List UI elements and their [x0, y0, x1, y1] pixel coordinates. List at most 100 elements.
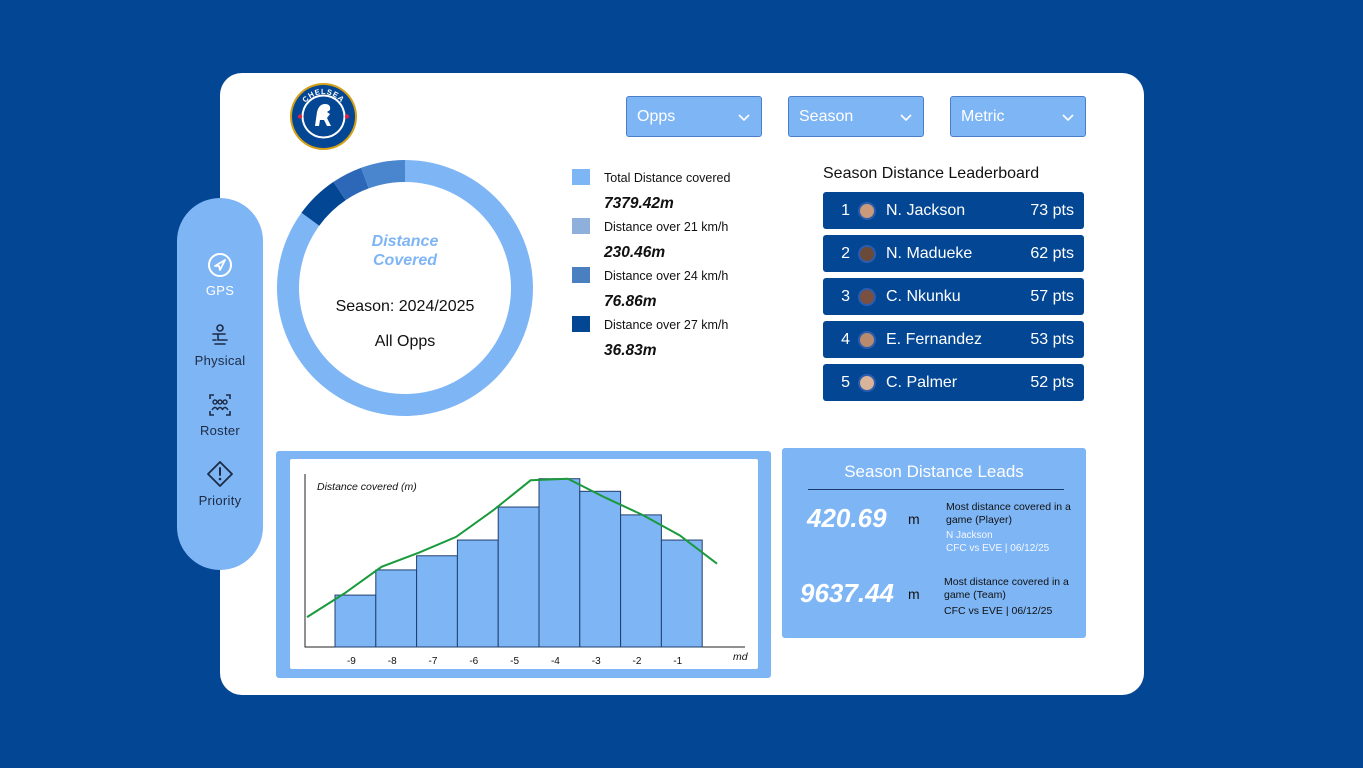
- leaderboard-row[interactable]: 2 N. Madueke 62 pts: [823, 235, 1084, 272]
- chart-x-tick-label: -7: [429, 656, 438, 667]
- player-lead-unit: m: [908, 511, 920, 527]
- chelsea-crest-logo: CHELSEA: [290, 83, 357, 150]
- player-lead-name: N Jackson: [946, 530, 993, 541]
- chart-bar: [334, 594, 377, 648]
- nav-item-physical[interactable]: Physical: [177, 322, 263, 368]
- donut-segment-21kmh: [361, 160, 405, 189]
- leaderboard-points: 52 pts: [1030, 373, 1074, 391]
- distance-donut-chart: [277, 160, 533, 416]
- chart-x-tick-label: -1: [673, 656, 682, 667]
- legend-swatch: [572, 267, 590, 283]
- legend-label: Distance over 27 km/h: [604, 318, 729, 332]
- donut-segment-27kmh: [301, 181, 346, 226]
- nav-label-gps: GPS: [205, 283, 235, 298]
- player-avatar: [858, 244, 876, 263]
- chart-x-tick-label: -6: [469, 656, 478, 667]
- physical-icon: [212, 324, 228, 345]
- leaderboard-rank: 1: [841, 201, 850, 219]
- leaderboard-rank: 4: [841, 330, 850, 348]
- leaderboard-row[interactable]: 4 E. Fernandez 53 pts: [823, 321, 1084, 358]
- chevron-down-icon: [900, 113, 912, 121]
- chart-bar: [375, 569, 418, 648]
- chart-x-tick-label: -2: [633, 656, 642, 667]
- player-avatar: [858, 201, 876, 220]
- season-dropdown-label: Season: [799, 107, 854, 125]
- player-lead-match: CFC vs EVE | 06/12/25: [946, 543, 1050, 554]
- chart-bar: [579, 490, 622, 648]
- leaderboard-row[interactable]: 1 N. Jackson 73 pts: [823, 192, 1084, 229]
- chart-x-tick-label: -4: [551, 656, 560, 667]
- chart-x-tick-label: -3: [592, 656, 601, 667]
- leaderboard-title: Season Distance Leaderboard: [823, 165, 1040, 182]
- sidebar-nav: GPS Physical Roster Priority: [177, 198, 263, 570]
- leaderboard-rank: 2: [841, 244, 850, 262]
- legend-swatch: [572, 218, 590, 234]
- chevron-down-icon: [738, 113, 750, 121]
- leaderboard-player-name: C. Palmer: [886, 373, 958, 391]
- legend-label: Distance over 24 km/h: [604, 269, 729, 283]
- nav-item-priority[interactable]: Priority: [177, 460, 263, 508]
- chart-bar: [456, 539, 499, 648]
- season-distance-leads-panel: Season Distance Leads 420.69 m Most dist…: [782, 448, 1086, 638]
- donut-season-label: Season: 2024/2025: [335, 298, 475, 315]
- player-lead-description: Most distance covered in a game (Player): [946, 501, 1071, 526]
- chart-x-tick-label: -5: [510, 656, 519, 667]
- leads-title: Season Distance Leads: [844, 462, 1024, 481]
- player-avatar: [858, 287, 876, 306]
- roster-icon: [209, 394, 231, 416]
- legend-value: 230.46m: [604, 244, 666, 261]
- leaderboard-player-name: C. Nkunku: [886, 287, 961, 305]
- legend-label: Distance over 21 km/h: [604, 220, 729, 234]
- team-lead-value: 9637.44: [800, 578, 894, 608]
- chart-x-axis-label: md: [733, 651, 749, 663]
- team-lead-unit: m: [908, 586, 920, 602]
- leaderboard-player-name: N. Jackson: [886, 201, 966, 219]
- legend-value: 36.83m: [604, 342, 657, 359]
- player-avatar: [858, 373, 876, 392]
- leaderboard-row[interactable]: 5 C. Palmer 52 pts: [823, 364, 1084, 401]
- team-lead-description: Most distance covered in a game (Team): [944, 576, 1069, 601]
- donut-center-text: Distance Covered Season: 2024/2025 All O…: [300, 232, 510, 351]
- chart-bar: [416, 555, 458, 648]
- chart-bar: [497, 506, 540, 648]
- chart-trend-line: [306, 477, 718, 618]
- leaderboard-rank: 5: [841, 373, 850, 391]
- chevron-down-icon: [1062, 113, 1074, 121]
- nav-label-priority: Priority: [198, 493, 242, 508]
- leaderboard-points: 62 pts: [1030, 244, 1074, 262]
- legend-swatch: [572, 169, 590, 185]
- priority-icon: [207, 461, 233, 487]
- chart-x-tick-label: -8: [388, 656, 397, 667]
- chart-y-axis-label: Distance covered (m): [317, 481, 417, 493]
- chart-bar: [620, 514, 662, 648]
- opps-dropdown[interactable]: Opps: [626, 96, 762, 137]
- legend-value: 7379.42m: [604, 195, 674, 212]
- leaderboard-player-name: N. Madueke: [886, 244, 973, 262]
- nav-label-physical: Physical: [194, 353, 246, 368]
- navigation-icon: [208, 253, 232, 277]
- player-avatar: [858, 330, 876, 349]
- legend-swatch: [572, 316, 590, 332]
- donut-title-line2: Covered: [372, 252, 438, 269]
- leaderboard-points: 57 pts: [1030, 287, 1074, 305]
- leaderboard-points: 53 pts: [1030, 330, 1074, 348]
- nav-item-gps[interactable]: GPS: [177, 252, 263, 298]
- leaderboard-row[interactable]: 3 C. Nkunku 57 pts: [823, 278, 1084, 315]
- leaderboard-rank: 3: [841, 287, 850, 305]
- team-lead-match: CFC vs EVE | 06/12/25: [944, 605, 1053, 617]
- donut-opps-label: All Opps: [374, 333, 436, 350]
- chart-bar: [660, 539, 703, 648]
- chart-bar: [538, 478, 581, 648]
- metric-dropdown[interactable]: Metric: [950, 96, 1086, 137]
- metric-dropdown-label: Metric: [961, 107, 1005, 125]
- donut-title-line1: Distance: [371, 233, 439, 250]
- legend-value: 76.86m: [604, 293, 657, 310]
- distance-chart-area: Distance covered (m) md -9 -8 -7 -6 -5 -4 -3 -2 -1: [290, 459, 758, 669]
- chart-x-tick-label: -9: [347, 656, 356, 667]
- leaderboard-points: 73 pts: [1030, 201, 1074, 219]
- player-lead-value: 420.69: [807, 503, 887, 533]
- opps-dropdown-label: Opps: [637, 107, 676, 125]
- season-dropdown[interactable]: Season: [788, 96, 924, 137]
- nav-item-roster[interactable]: Roster: [177, 392, 263, 438]
- distance-histogram: Distance covered (m) md -9 -8 -7 -6 -5 -4 -3 -2 -1: [304, 474, 749, 667]
